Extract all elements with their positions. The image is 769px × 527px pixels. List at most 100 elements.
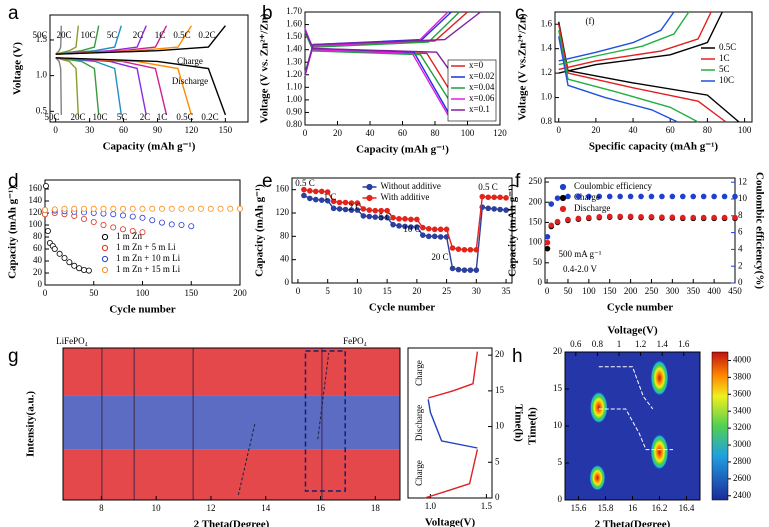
y2-tick-label: 6 <box>738 227 743 237</box>
data-point <box>638 193 644 200</box>
hotspot <box>589 464 606 491</box>
legend-label: x=0.06 <box>469 93 495 103</box>
data-point <box>149 217 156 224</box>
data-point <box>71 262 78 269</box>
y-tick-label: 1.10 <box>286 81 302 91</box>
data-point <box>71 205 78 212</box>
y-tick-label: 0 <box>538 277 543 287</box>
phase-path <box>598 408 673 451</box>
legend-label: Coulombic efficiency <box>574 181 653 191</box>
x-tick-label: 35 <box>502 286 512 296</box>
data-point <box>565 193 571 200</box>
y-tick-label: 160 <box>29 183 43 193</box>
data-point <box>485 194 492 201</box>
x-tick-label: 5 <box>325 286 330 296</box>
data-point <box>227 205 234 212</box>
x-tick-label: 40 <box>629 125 639 135</box>
series-line <box>304 11 452 118</box>
y-tick-label: 80 <box>33 231 43 241</box>
data-point <box>51 245 58 252</box>
y-axis-label: Time(h) <box>527 407 539 445</box>
y-tick-label: 0.5 <box>36 105 48 115</box>
data-point <box>617 213 623 220</box>
data-point <box>42 182 49 189</box>
y-axis-label: Voltage (V vs. Zn²⁺/Zn) <box>259 13 271 123</box>
series-line <box>558 11 740 123</box>
data-point <box>318 188 325 195</box>
data-point <box>627 213 634 220</box>
legend-marker <box>101 233 109 241</box>
y-tick-label: 1.30 <box>286 56 302 66</box>
x-tick-label: 0 <box>43 288 48 298</box>
y-tick-label: 100 <box>529 237 543 247</box>
data-point <box>732 193 738 200</box>
annotation: 1C <box>155 30 166 40</box>
x-tick-label: 30 <box>85 125 95 135</box>
data-point <box>360 206 367 212</box>
data-point <box>129 205 136 212</box>
y2-tick-label: 4 <box>738 243 743 253</box>
annotation: 5C <box>107 30 118 40</box>
x-tick-label: 50 <box>563 286 573 296</box>
data-point <box>188 223 195 230</box>
data-point <box>85 267 92 274</box>
panel-letter: f <box>515 171 521 192</box>
x-tick-label: 0 <box>296 286 301 296</box>
legend-marker <box>366 183 373 191</box>
annotation: 20 C <box>431 252 448 262</box>
x-tick-label: 100 <box>738 125 752 135</box>
data-point <box>544 245 551 252</box>
x-axis-label: Cycle number <box>109 304 175 316</box>
x2-tick-label: 1.2 <box>635 339 646 349</box>
y-tick-label: 1.5 <box>36 34 48 44</box>
data-point <box>544 234 551 240</box>
data-point <box>596 193 603 200</box>
annotation: 0.5 C <box>295 178 315 188</box>
data-point <box>110 205 117 212</box>
data-point <box>178 221 185 228</box>
data-point <box>330 205 337 212</box>
x-tick-label: 250 <box>645 286 659 296</box>
y-tick-label: 120 <box>29 207 43 217</box>
x-axis-label: Capacity (mAh g⁻¹) <box>103 141 196 153</box>
data-point <box>120 205 127 212</box>
data-point <box>575 193 582 200</box>
data-point <box>575 215 582 222</box>
y-tick-label: 0 <box>285 277 290 287</box>
panel-letter: a <box>8 3 19 24</box>
data-point <box>61 254 68 261</box>
legend-marker <box>559 194 567 202</box>
colorbar-tick-label: 2600 <box>733 473 752 483</box>
data-point <box>76 265 83 272</box>
data-point <box>425 225 432 232</box>
annotation: 5 C <box>379 212 392 222</box>
data-point <box>336 199 343 206</box>
data-point <box>732 214 738 221</box>
x-tick-label: 100 <box>582 286 596 296</box>
data-point <box>721 193 728 200</box>
data-point <box>217 205 224 212</box>
x-axis-label: Cycle number <box>369 302 435 314</box>
legend-marker <box>559 183 567 191</box>
y-axis-label: Capacity (mAh g⁻¹) <box>507 184 519 277</box>
data-point <box>425 233 432 240</box>
legend-label: Discharge <box>574 203 610 213</box>
data-point <box>711 193 717 200</box>
x2-axis-label: Voltage(V) <box>607 325 658 337</box>
x-tick-label: 14 <box>261 503 271 513</box>
annotation: 2 C <box>349 202 362 212</box>
y2-tick-label: 0 <box>738 277 743 287</box>
data-point <box>348 207 355 213</box>
x-tick-label: 10 <box>152 503 162 513</box>
x-tick-label: 120 <box>493 128 507 138</box>
y-tick-label: 1.0 <box>36 70 48 80</box>
colorbar-tick-label: 3400 <box>733 405 752 415</box>
plot-frame <box>49 14 249 123</box>
y-tick-label: 15 <box>495 385 505 395</box>
x-tick-label: 10 <box>353 286 363 296</box>
data-point <box>669 214 676 220</box>
x-axis-label: Cycle number <box>607 302 673 314</box>
data-point <box>420 232 426 238</box>
x-tick-label: 20 <box>333 128 343 138</box>
